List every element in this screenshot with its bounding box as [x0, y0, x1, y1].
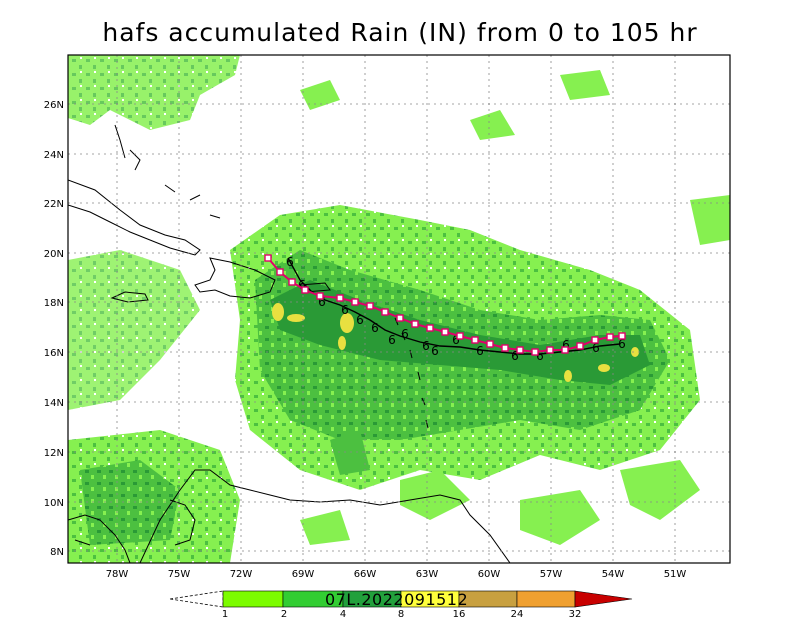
colorbar-label: 2: [281, 609, 287, 618]
lat-label: 26N: [44, 100, 64, 111]
colorbar-label: 8: [398, 609, 404, 618]
lon-label: 54W: [602, 569, 625, 580]
svg-text:6: 6: [431, 344, 439, 358]
svg-text:6: 6: [422, 339, 430, 353]
svg-text:6: 6: [476, 344, 484, 358]
lat-label: 16N: [44, 348, 64, 359]
svg-text:6: 6: [371, 321, 379, 335]
svg-text:6: 6: [452, 333, 460, 347]
storm-id-label: 07L.2022091512: [325, 590, 469, 609]
colorbar: 1 2 4 8 16 24 32: [169, 590, 633, 618]
hafs-track: [264, 254, 626, 356]
lon-label: 63W: [416, 569, 439, 580]
svg-text:6: 6: [511, 349, 519, 363]
svg-text:6: 6: [401, 327, 409, 341]
lat-label: 12N: [44, 448, 64, 459]
svg-text:6: 6: [618, 337, 626, 351]
lat-label: 10N: [44, 498, 64, 509]
svg-text:6: 6: [592, 341, 600, 355]
svg-text:6: 6: [286, 255, 294, 269]
svg-text:6: 6: [562, 338, 570, 352]
lat-axis: 8N 10N 12N 14N 16N 18N 20N 22N 24N 26N: [44, 100, 64, 558]
lon-label: 66W: [354, 569, 377, 580]
colorbar-low-arrow: [169, 590, 224, 608]
colorbar-high-arrow: [574, 590, 633, 608]
lat-label: 14N: [44, 398, 64, 409]
lat-label: 18N: [44, 298, 64, 309]
lat-label: 8N: [50, 547, 64, 558]
rain-field: [68, 55, 730, 563]
lat-label: 22N: [44, 199, 64, 210]
colorbar-label: 4: [340, 609, 346, 618]
svg-text:6: 6: [298, 278, 306, 292]
svg-text:6: 6: [356, 313, 364, 327]
svg-text:6: 6: [318, 295, 326, 309]
lon-label: 57W: [540, 569, 563, 580]
colorbar-swatch: [222, 590, 284, 608]
lat-label: 24N: [44, 150, 64, 161]
lon-label: 78W: [106, 569, 129, 580]
svg-text:6: 6: [388, 333, 396, 347]
svg-text:6: 6: [341, 303, 349, 317]
lat-label: 20N: [44, 249, 64, 260]
lon-label: 75W: [168, 569, 191, 580]
lat-lon-grid: [68, 55, 730, 563]
lon-label: 51W: [664, 569, 687, 580]
lon-label: 60W: [478, 569, 501, 580]
colorbar-label: 32: [569, 609, 582, 618]
svg-text:6: 6: [536, 349, 544, 363]
colorbar-label: 16: [453, 609, 466, 618]
colorbar-label: 1: [222, 609, 228, 618]
colorbar-swatch: [516, 590, 576, 608]
lon-label: 72W: [230, 569, 253, 580]
lon-axis: 78W 75W 72W 69W 66W 63W 60W 57W 54W 51W: [106, 569, 687, 580]
lon-label: 69W: [292, 569, 315, 580]
map-title: hafs accumulated Rain (IN) from 0 to 105…: [102, 18, 698, 47]
colorbar-label: 24: [511, 609, 524, 618]
map-frame: [67, 54, 731, 564]
